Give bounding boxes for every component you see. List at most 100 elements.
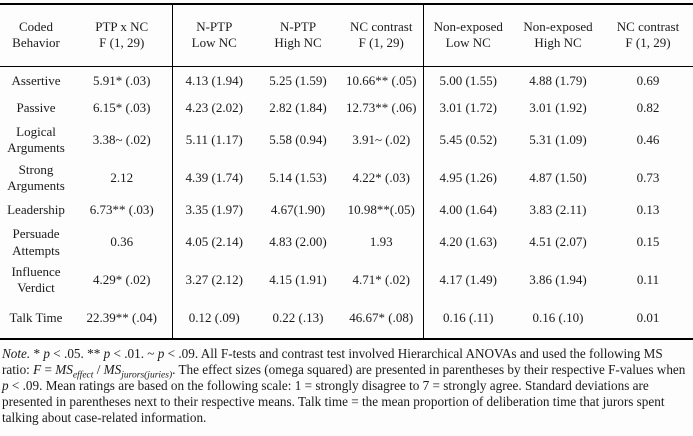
- value-cell: 46.67* (.08): [340, 299, 424, 339]
- value-cell: 3.01 (1.92): [529, 100, 587, 116]
- value-cell: 0.16 (.11): [443, 310, 494, 326]
- column-header: Coded Behavior: [12, 19, 60, 51]
- table-row: Passive 6.15* (.03) 4.23 (2.02) 2.82 (1.84)…: [0, 96, 693, 121]
- row-label: Leadership: [7, 202, 65, 218]
- value-cell: 4.05 (2.14): [185, 234, 243, 250]
- value-cell: 5.31 (1.09): [529, 131, 587, 147]
- value-cell: 0.69: [636, 73, 660, 89]
- value-cell: 0.15: [636, 234, 660, 250]
- value-cell: 4.17 (1.49): [439, 271, 497, 287]
- column-header: PTP x NC F (1, 29): [72, 4, 173, 66]
- header-row: Coded Behavior PTP x NC F (1, 29) N-PTP Lo…: [0, 4, 693, 66]
- value-cell: 3.27 (2.12): [185, 271, 243, 287]
- column-header: NC contrast F (1, 29): [340, 4, 424, 66]
- note-segment: < .05. **: [50, 346, 104, 361]
- table-row: Assertive 5.91* (.03) 4.13 (1.94) 5.25 (1.5…: [0, 66, 693, 96]
- value-cell: 4.20 (1.63): [439, 234, 497, 250]
- anova-results-table: Coded Behavior PTP x NC F (1, 29) N-PTP Lo…: [0, 3, 693, 340]
- value-cell: 0.16 (.10): [532, 310, 584, 326]
- note-segment: < .01. ~: [110, 346, 158, 361]
- value-cell: 0.11: [636, 271, 660, 287]
- row-label: Strong Arguments: [7, 161, 65, 193]
- value-cell: 3.91~ (.02): [340, 121, 424, 159]
- value-cell: 5.58 (0.94): [269, 131, 327, 147]
- value-cell: 2.82 (1.84): [269, 100, 327, 116]
- table-row: Logical Arguments 3.38~ (.02) 5.11 (1.17) 5…: [0, 121, 693, 159]
- value-cell: 3.01 (1.72): [439, 100, 497, 116]
- table-row: Talk Time 22.39** (.04) 0.12 (.09) 0.22 (.1…: [0, 299, 693, 339]
- value-cell: 0.13: [636, 202, 660, 218]
- value-cell: 6.73** (.03): [72, 197, 173, 224]
- note-segment: p: [2, 377, 9, 393]
- value-cell: 4.87 (1.50): [529, 169, 587, 185]
- value-cell: 5.45 (0.52): [439, 131, 497, 147]
- note-segment: . The effect sizes (omega squared) are p…: [172, 361, 686, 377]
- value-cell: 6.15* (.03): [72, 96, 173, 121]
- value-cell: 4.22* (.03): [340, 159, 424, 197]
- value-cell: 4.88 (1.79): [529, 73, 587, 89]
- note-segment: MS: [55, 361, 73, 377]
- note-segment: p: [103, 346, 111, 361]
- table-header: Coded Behavior PTP x NC F (1, 29) N-PTP Lo…: [0, 4, 693, 66]
- note-segment: jurors(juries): [121, 370, 173, 381]
- table-row: Strong Arguments 2.12 4.39 (1.74) 5.14 (1.5…: [0, 159, 693, 197]
- value-cell: 4.71* (.02): [340, 261, 424, 299]
- value-cell: 0.36: [72, 224, 173, 261]
- value-cell: 0.73: [636, 169, 660, 185]
- note-segment: effect: [72, 370, 94, 381]
- row-label: Influence Verdict: [11, 263, 61, 295]
- note-segment: Note.: [2, 346, 34, 361]
- table-row: Persuade Attempts 0.36 4.05 (2.14) 4.83 (2.…: [0, 224, 693, 261]
- value-cell: 10.66** (.05): [340, 66, 424, 96]
- value-cell: 3.83 (2.11): [529, 202, 587, 218]
- column-header: N-PTP High NC: [274, 19, 322, 51]
- value-cell: 4.15 (1.91): [269, 271, 327, 287]
- value-cell: 4.95 (1.26): [439, 169, 497, 185]
- value-cell: 1.93: [340, 224, 424, 261]
- row-label: Passive: [16, 100, 56, 116]
- value-cell: 22.39** (.04): [72, 299, 173, 339]
- value-cell: 0.01: [636, 310, 660, 326]
- note-segment: F: [33, 361, 42, 377]
- row-label: Talk Time: [9, 310, 63, 326]
- value-cell: 4.67(1.90): [270, 202, 326, 218]
- value-cell: 4.83 (2.00): [269, 234, 327, 250]
- table-row: Influence Verdict 4.29* (.02) 3.27 (2.12) 4…: [0, 261, 693, 299]
- value-cell: 5.00 (1.55): [439, 73, 497, 89]
- value-cell: 0.82: [636, 100, 660, 116]
- note-segment: MS: [103, 361, 122, 377]
- note-segment: p: [43, 346, 50, 361]
- column-header: Non-exposed High NC: [523, 19, 593, 51]
- note-segment: < .09. Mean ratings are based on the fol…: [2, 377, 665, 425]
- value-cell: 3.38~ (.02): [72, 121, 173, 159]
- value-cell: 4.39 (1.74): [185, 169, 243, 185]
- value-cell: 5.91* (.03): [72, 66, 173, 96]
- value-cell: 3.86 (1.94): [529, 271, 587, 287]
- row-label: Logical Arguments: [7, 123, 65, 155]
- column-header: NC contrast F (1, 29): [616, 19, 680, 51]
- row-label: Persuade Attempts: [12, 226, 60, 258]
- value-cell: 0.22 (.13): [272, 310, 324, 326]
- table-body: Assertive 5.91* (.03) 4.13 (1.94) 5.25 (1.5…: [0, 66, 693, 339]
- value-cell: 3.35 (1.97): [185, 202, 243, 218]
- value-cell: 5.11 (1.17): [185, 131, 243, 147]
- value-cell: 4.00 (1.64): [439, 202, 497, 218]
- value-cell: 5.14 (1.53): [269, 169, 327, 185]
- note-segment: *: [33, 346, 44, 361]
- table-note: Note. * p < .05. ** p < .01. ~ p < .09. …: [2, 346, 691, 426]
- value-cell: 10.98**(.05): [340, 197, 424, 224]
- note-segment: /: [93, 361, 104, 377]
- value-cell: 0.46: [636, 131, 660, 147]
- value-cell: 12.73** (.06): [340, 96, 424, 121]
- value-cell: 4.29* (.02): [72, 261, 173, 299]
- column-header: N-PTP Low NC: [191, 19, 237, 51]
- value-cell: 4.13 (1.94): [185, 73, 243, 89]
- value-cell: 5.25 (1.59): [269, 73, 327, 89]
- note-segment: < .09. All F-tests and contrast test inv…: [2, 346, 663, 377]
- value-cell: 2.12: [72, 159, 173, 197]
- column-header: Non-exposed Low NC: [433, 19, 503, 51]
- value-cell: 4.23 (2.02): [185, 100, 243, 116]
- note-segment: p: [157, 346, 165, 361]
- value-cell: 4.51 (2.07): [529, 234, 587, 250]
